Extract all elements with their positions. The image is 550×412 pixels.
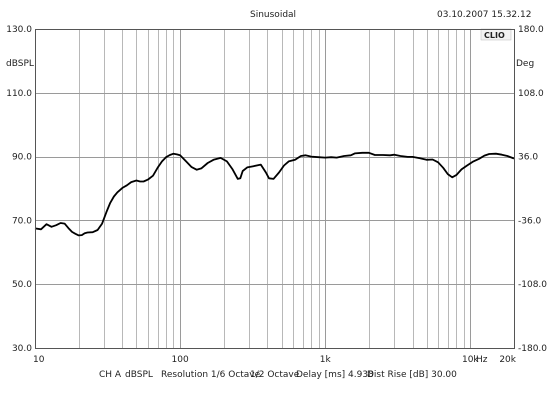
footer-dist-rise: Dist Rise [dB] 30.00 <box>367 370 457 380</box>
y-tick-label: 30.0 <box>12 344 32 354</box>
footer-delay: Delay [ms] 4.938 <box>296 370 374 380</box>
y2-ticks: -180.0 -108.0 -36.0 36.0 108.0 180.0 <box>518 25 547 354</box>
logo-text: CLIO <box>484 31 505 40</box>
x-tick-label: 100 <box>172 355 189 365</box>
y2-tick-label: -180.0 <box>518 344 547 354</box>
x-ticks: 10 100 1k 10k 20k <box>33 355 517 365</box>
x-tick-label: 10 <box>33 355 45 365</box>
y-tick-label: 90.0 <box>12 153 32 163</box>
y-tick-label: 130.0 <box>6 25 32 35</box>
x-unit-label: Hz <box>476 355 488 365</box>
series-layer <box>34 151 515 237</box>
footer-resolution: Resolution 1/6 Octave <box>161 370 261 380</box>
clio-logo: CLIO <box>480 28 512 41</box>
y2-axis-label: Deg <box>516 59 534 69</box>
chart-title: Sinusoidal <box>250 10 296 20</box>
y-tick-label: 70.0 <box>12 216 32 226</box>
grid <box>35 29 514 348</box>
footer-info: CH A dBSPL Resolution 1/6 Octave 1/2 Oct… <box>99 370 457 380</box>
x-tick-label: 1k <box>320 355 332 365</box>
y-ticks: 30.0 50.0 70.0 90.0 110.0 130.0 <box>6 25 32 354</box>
y2-tick-label: 36.0 <box>518 153 538 163</box>
footer-channel: CH A <box>99 370 122 380</box>
y2-tick-label: 108.0 <box>518 89 544 99</box>
y-axis-label: dBSPL <box>6 59 34 69</box>
x-tick-label: 20k <box>499 355 516 365</box>
y-tick-label: 50.0 <box>12 280 32 290</box>
plot-frame <box>35 29 515 349</box>
y2-tick-label: -108.0 <box>518 280 547 290</box>
y-tick-label: 110.0 <box>6 89 32 99</box>
y2-tick-label: 180.0 <box>518 25 544 35</box>
footer-units: dBSPL <box>125 370 153 380</box>
x-tick-label: 10k <box>462 355 479 365</box>
footer-smoothing: 1/2 Octave <box>250 370 300 380</box>
y2-tick-label: -36.0 <box>518 216 542 226</box>
spl-curve <box>34 151 515 237</box>
timestamp: 03.10.2007 15.32.12 <box>437 10 531 20</box>
